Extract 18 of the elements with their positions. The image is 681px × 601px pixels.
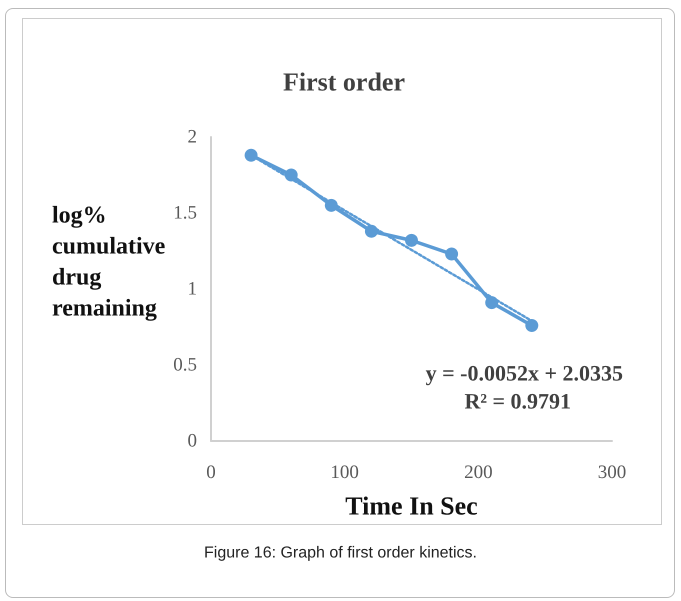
y-tick-label: 1.5 bbox=[173, 202, 197, 224]
y-tick-label: 1 bbox=[188, 278, 197, 300]
point bbox=[405, 234, 418, 247]
x-tick-label: 100 bbox=[330, 462, 359, 483]
point bbox=[525, 318, 538, 332]
x-axis-title: Time In Sec bbox=[345, 492, 478, 520]
annotation: y = -0.0052x + 2.0335 bbox=[426, 360, 624, 386]
x-tick-label: 0 bbox=[206, 462, 216, 483]
x-tick-label: 200 bbox=[464, 462, 493, 483]
y-tick-label: 2 bbox=[188, 126, 197, 148]
y-tick-label: 0.5 bbox=[173, 354, 197, 376]
point bbox=[445, 248, 458, 261]
x-tick-label: 300 bbox=[598, 462, 626, 483]
chart-title: First order bbox=[283, 68, 406, 96]
y-axis-title: log% cumulative drug remaining bbox=[52, 202, 172, 322]
annotation: R² = 0.9791 bbox=[464, 388, 572, 414]
caption: Figure 16: Graph of first order kinetics. bbox=[204, 544, 477, 562]
y-tick-label: 0 bbox=[188, 430, 197, 452]
